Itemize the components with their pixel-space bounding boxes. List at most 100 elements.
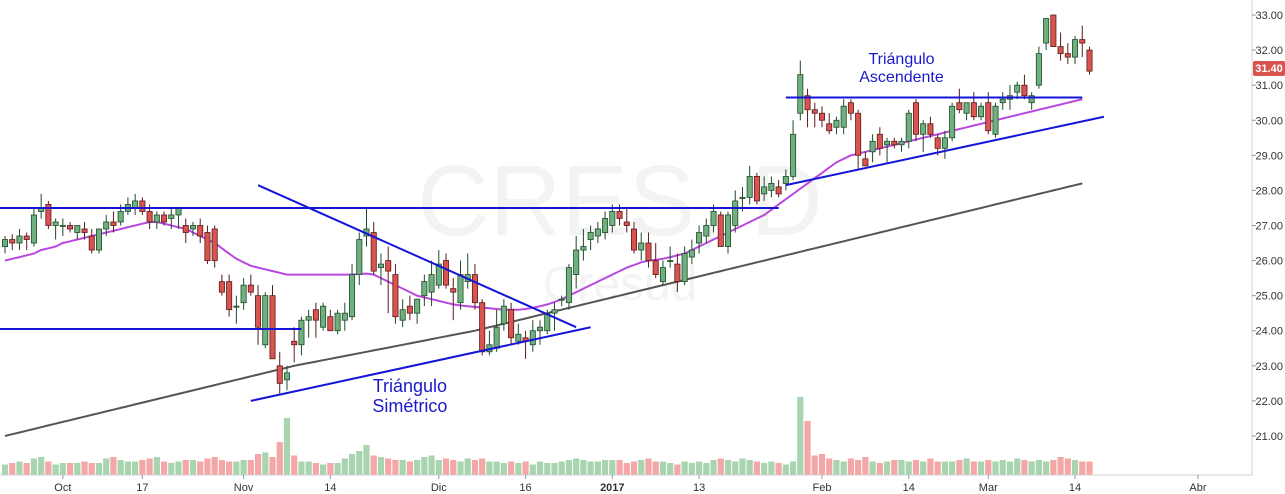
candle xyxy=(609,204,616,233)
candle-body xyxy=(399,309,406,321)
candle xyxy=(16,229,23,251)
candle xyxy=(255,285,262,345)
volume-bar xyxy=(421,457,428,475)
candle-body xyxy=(1086,49,1093,72)
volume-bar xyxy=(601,460,609,475)
volume-bar xyxy=(927,458,934,475)
candle-body xyxy=(392,274,399,318)
volume-bar xyxy=(753,461,761,475)
candle-body xyxy=(1035,53,1042,86)
candle xyxy=(262,292,269,349)
candle xyxy=(645,232,652,268)
candle-body xyxy=(291,340,298,346)
volume-bar xyxy=(320,464,327,475)
candle-body xyxy=(515,333,522,342)
y-tick-label: 24.00 xyxy=(1255,326,1283,338)
volume-bar xyxy=(609,460,616,475)
candle-body xyxy=(609,211,616,226)
volume-bar xyxy=(428,455,435,475)
candle-body xyxy=(826,123,833,132)
candle xyxy=(537,320,544,345)
candle-body xyxy=(414,298,421,314)
volume-bar xyxy=(406,461,413,475)
x-tick-label: Abr xyxy=(1189,482,1206,494)
candle xyxy=(515,323,522,345)
candle-body xyxy=(558,298,565,301)
candle-body xyxy=(226,281,233,311)
candle-body xyxy=(978,105,985,118)
candle-body xyxy=(667,260,674,262)
candle xyxy=(862,151,869,167)
volume-bar xyxy=(312,463,319,475)
candlesticks xyxy=(2,14,1093,394)
candle-body xyxy=(659,267,666,283)
candle-body xyxy=(985,102,992,132)
candle xyxy=(1057,32,1064,61)
candle-body xyxy=(876,133,883,149)
candle xyxy=(703,218,710,244)
volume-bar xyxy=(768,461,775,475)
candle-body xyxy=(537,326,544,332)
volume-bar xyxy=(226,461,233,475)
candle-body xyxy=(146,211,153,223)
trendline-asc-tri-lower xyxy=(785,115,1105,187)
volume-bar xyxy=(544,463,551,475)
candle xyxy=(81,221,88,240)
candle xyxy=(385,246,392,314)
candle-body xyxy=(59,225,66,227)
x-tick-label: Feb xyxy=(813,482,832,494)
candle xyxy=(746,165,753,205)
volume-bar xyxy=(536,461,544,475)
candle xyxy=(594,221,601,244)
volume-bar xyxy=(23,463,30,475)
volume-bar xyxy=(855,460,862,475)
candle xyxy=(1035,46,1042,89)
candle-body xyxy=(645,242,652,261)
candle xyxy=(558,295,565,307)
candle xyxy=(999,92,1006,110)
volume-bar xyxy=(1057,457,1064,475)
candle-body xyxy=(905,112,912,142)
candle-body xyxy=(139,200,146,212)
candle xyxy=(334,309,341,335)
candle xyxy=(985,92,992,135)
time-axis[interactable]: Oct 17 Nov 14 Dic 16 2017 13 Feb 14 Mar 14 Abr xyxy=(54,475,1207,494)
volume-bar xyxy=(977,461,985,475)
volume-bar xyxy=(1050,460,1057,475)
candle xyxy=(840,99,847,135)
volume-bar xyxy=(811,455,818,475)
candle-body xyxy=(804,95,811,111)
candle-body xyxy=(638,242,645,251)
candle-body xyxy=(898,140,905,146)
volume-bar xyxy=(291,455,298,475)
candle xyxy=(963,102,970,121)
candle-body xyxy=(681,253,688,283)
candle xyxy=(674,253,681,293)
candle xyxy=(638,232,645,261)
volume-bar xyxy=(139,460,146,475)
volume-bar xyxy=(985,460,992,475)
y-tick-label: 32.00 xyxy=(1255,45,1283,57)
volume-bar xyxy=(175,461,182,475)
candle-body xyxy=(327,316,334,332)
candle xyxy=(2,236,8,254)
candle-body xyxy=(999,98,1006,104)
candle xyxy=(1086,46,1093,75)
volume-bar xyxy=(949,461,956,475)
candle xyxy=(356,232,363,286)
volume-bar xyxy=(348,454,356,475)
candle xyxy=(667,246,674,268)
candle xyxy=(725,211,732,254)
candle-body xyxy=(334,312,341,332)
candle xyxy=(602,211,609,240)
volume-bar xyxy=(160,461,168,475)
x-tick-label: 13 xyxy=(693,482,705,494)
x-tick-label: 17 xyxy=(136,482,148,494)
volume-bar xyxy=(16,461,23,475)
volume-bar xyxy=(146,458,153,475)
price-axis[interactable]: 21.00 22.00 23.00 24.00 25.00 26.00 27.00 28.00… xyxy=(1252,10,1283,443)
candle-body xyxy=(349,274,356,318)
candle-body xyxy=(385,260,392,272)
candle xyxy=(443,253,450,289)
